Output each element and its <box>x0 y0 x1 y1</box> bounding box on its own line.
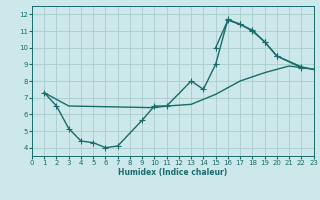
X-axis label: Humidex (Indice chaleur): Humidex (Indice chaleur) <box>118 168 228 177</box>
